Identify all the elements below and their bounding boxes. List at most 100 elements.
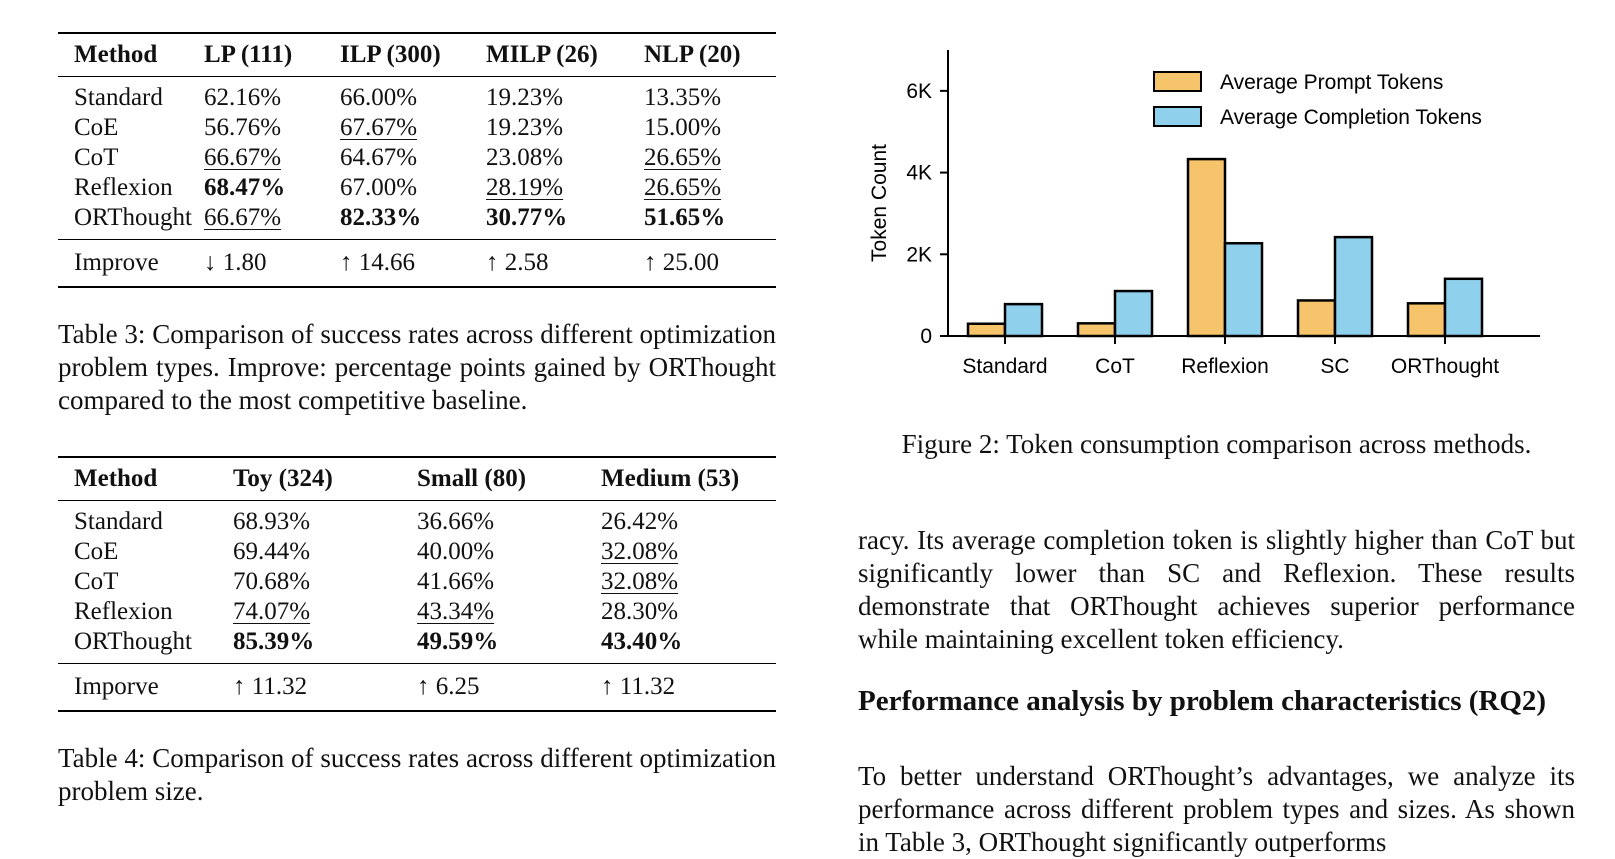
table-4: Method Toy (324) Small (80) Medium (53) … — [58, 456, 776, 712]
table-cell: 66.67% — [204, 203, 340, 240]
bar — [1113, 289, 1154, 338]
x-tick-label: CoT — [1095, 355, 1135, 378]
table-cell: 32.08% — [601, 537, 776, 567]
table-row: CoT 66.67% 64.67% 23.08% 26.65% — [58, 143, 776, 173]
table-cell: 40.00% — [417, 538, 495, 565]
table-cell: ↑ 11.32 — [233, 673, 308, 700]
table-4-header-toy: Toy (324) — [233, 465, 333, 492]
bar — [966, 322, 1007, 338]
table-cell: 28.30% — [601, 598, 679, 625]
table-3-header-ilp: ILP (300) — [340, 41, 441, 68]
table-cell-underlined: 66.67% — [204, 144, 282, 171]
table-cell: 56.76% — [204, 114, 282, 141]
bar — [1186, 157, 1227, 338]
table-cell: Improve — [74, 249, 159, 276]
table-cell: 64.67% — [340, 144, 418, 171]
table-cell: 19.23% — [486, 84, 564, 111]
figure-2-caption: Figure 2: Token consumption comparison a… — [901, 429, 1532, 459]
table-cell-bold: 51.65% — [644, 204, 726, 231]
table-cell: CoE — [74, 538, 119, 565]
table-cell: 28.19% — [486, 173, 644, 203]
table-cell-bold: 85.39% — [233, 628, 315, 655]
bar — [1076, 322, 1117, 338]
table-cell-underlined: 32.08% — [601, 538, 679, 565]
bar — [1333, 235, 1374, 338]
table-cell-underlined: 43.34% — [417, 598, 495, 625]
table-cell: 41.66% — [417, 568, 495, 595]
y-tick-label: 4K — [906, 162, 932, 185]
table-cell-bold: 82.33% — [340, 204, 422, 231]
table-cell: 15.00% — [644, 114, 722, 141]
legend-swatch — [1153, 106, 1202, 127]
table-cell: Reflexion — [74, 598, 173, 625]
y-tick-label: 6K — [906, 80, 932, 103]
table-cell: 68.93% — [233, 508, 311, 535]
table-cell-bold: 68.47% — [204, 174, 286, 201]
table-cell-underlined: 66.67% — [204, 204, 282, 231]
table-4-caption: Table 4: Comparison of success rates acr… — [58, 743, 776, 806]
table-3-header-nlp: NLP (20) — [644, 41, 741, 68]
token-chart-svg: 0 2K 4K 6K Token Count Standard CoT Reflexion SC… — [868, 50, 1540, 378]
table-cell: ↑ 25.00 — [644, 249, 719, 276]
bar — [1296, 299, 1337, 338]
table-row: Reflexion 68.47% 67.00% 28.19% 26.65% — [58, 173, 776, 203]
x-tick-label: SC — [1320, 355, 1349, 378]
bar — [1003, 302, 1044, 338]
table-cell: CoT — [74, 568, 119, 595]
table-4-header-method: Method — [74, 465, 158, 492]
table-3-header-lp: LP (111) — [204, 41, 293, 68]
table-4-header-small: Small (80) — [417, 465, 527, 492]
table-cell-underlined: 74.07% — [233, 598, 311, 625]
token-chart: 0 2K 4K 6K Token Count Standard CoT Reflexion SC… — [858, 40, 1575, 390]
table-row: Standard 68.93% 36.66% 26.42% — [58, 500, 776, 538]
table-cell: ↑ 14.66 — [340, 249, 415, 276]
table-cell: ↑ 11.32 — [601, 673, 676, 700]
bar — [1406, 302, 1447, 338]
table-cell: 69.44% — [233, 538, 311, 565]
table-row: ORThought 85.39% 49.59% 43.40% — [58, 627, 776, 664]
table-cell-underlined: 28.19% — [486, 174, 564, 201]
table-cell: ORThought — [74, 204, 192, 231]
table-row: Standard 62.16% 66.00% 19.23% 13.35% — [58, 76, 776, 114]
improve-row: Improve ↓ 1.80 ↑ 14.66 ↑ 2.58 ↑ 25.00 — [58, 239, 776, 287]
table-row: CoT 70.68% 41.66% 32.08% — [58, 567, 776, 597]
table-cell-bold: 30.77% — [486, 204, 568, 231]
table-3-header-method: Method — [74, 41, 158, 68]
table-cell: 26.65% — [644, 143, 776, 173]
table-row: CoE 56.76% 67.67% 19.23% 15.00% — [58, 113, 776, 143]
table-3-header-milp: MILP (26) — [486, 41, 598, 68]
table-cell: 23.08% — [486, 144, 564, 171]
x-tick-label: Standard — [962, 355, 1047, 378]
table-cell: Reflexion — [74, 174, 173, 201]
table-cell: 62.16% — [204, 84, 282, 111]
improve-row: Imporve ↑ 11.32 ↑ 6.25 ↑ 11.32 — [58, 663, 776, 711]
body-paragraph: To better understand ORThought’s advanta… — [858, 761, 1575, 857]
table-cell: 67.67% — [340, 113, 486, 143]
table-cell: 66.67% — [204, 143, 340, 173]
table-cell: Imporve — [74, 673, 159, 700]
table-cell: 43.34% — [417, 597, 601, 627]
table-cell: ORThought — [74, 628, 192, 655]
table-4-header-row: Method Toy (324) Small (80) Medium (53) — [58, 457, 776, 501]
table-cell: ↓ 1.80 — [204, 249, 267, 276]
y-tick-label: 0 — [920, 325, 932, 348]
y-tick-label: 2K — [906, 243, 932, 266]
table-row: CoE 69.44% 40.00% 32.08% — [58, 537, 776, 567]
table-3-header-row: Method LP (111) ILP (300) MILP (26) NLP … — [58, 33, 776, 77]
table-cell: 70.68% — [233, 568, 311, 595]
table-cell: 74.07% — [233, 597, 417, 627]
x-tick-label: ORThought — [1391, 355, 1499, 378]
legend-swatch — [1153, 71, 1202, 92]
y-axis-label: Token Count — [868, 144, 891, 262]
table-cell: 67.00% — [340, 174, 418, 201]
table-cell: 26.42% — [601, 508, 679, 535]
table-cell: ↑ 2.58 — [486, 249, 549, 276]
table-cell: 26.65% — [644, 173, 776, 203]
legend-label: Average Completion Tokens — [1220, 106, 1482, 129]
table-cell-underlined: 67.67% — [340, 114, 418, 141]
table-cell: 66.00% — [340, 84, 418, 111]
bar — [1223, 242, 1264, 338]
table-cell: ↑ 6.25 — [417, 673, 480, 700]
table-cell: 19.23% — [486, 114, 564, 141]
table-cell-underlined: 26.65% — [644, 144, 722, 171]
